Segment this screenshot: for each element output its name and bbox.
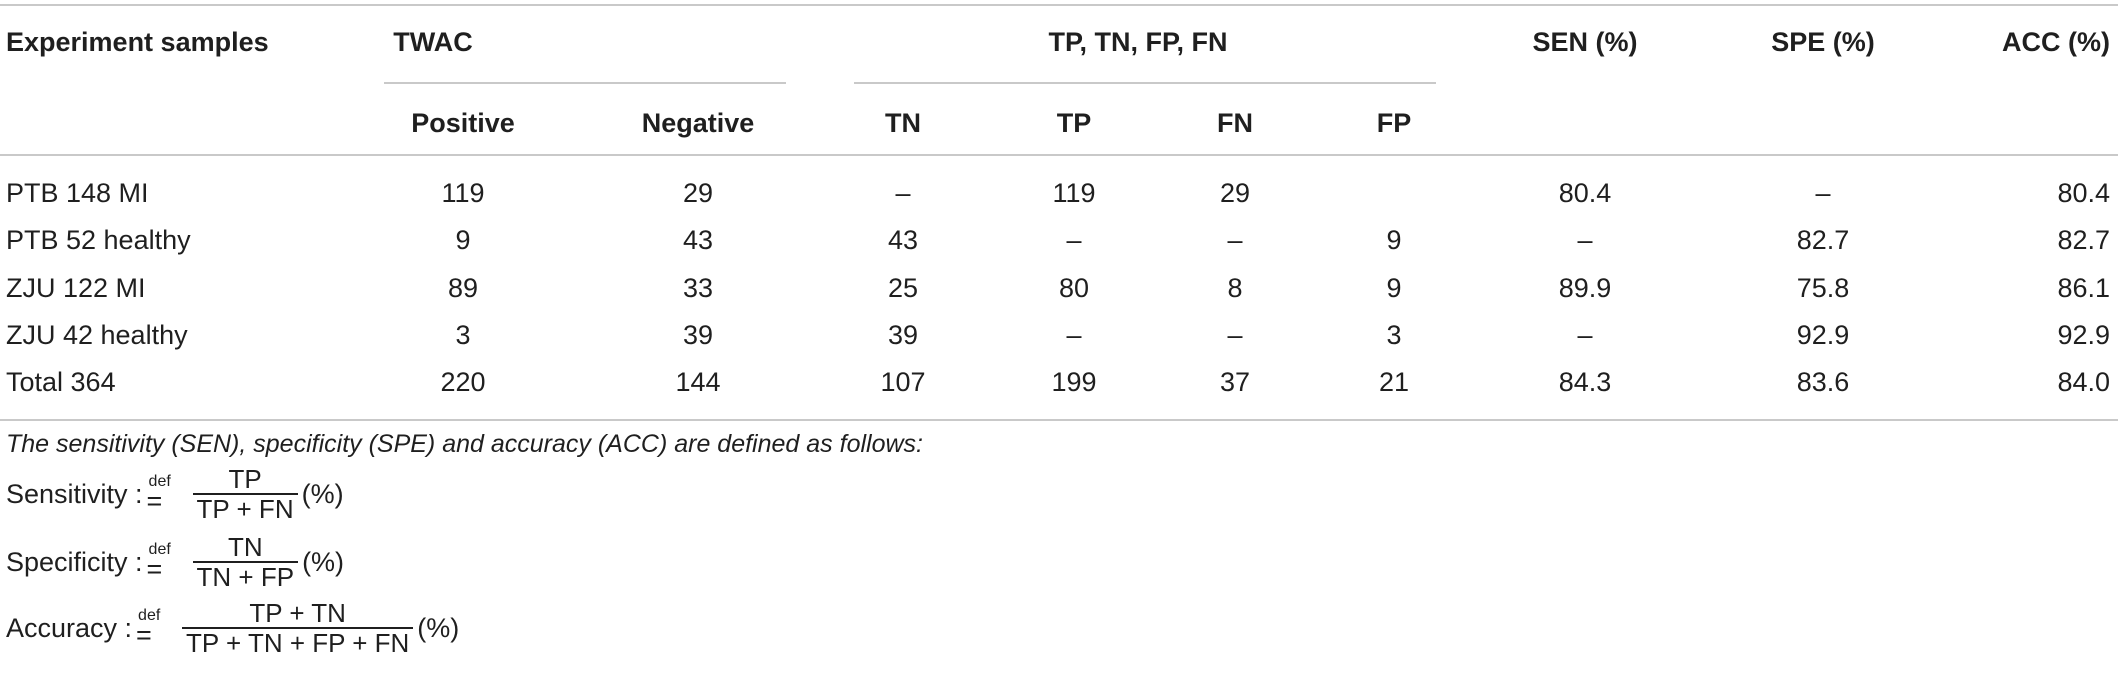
fraction: TP TP + FN — [192, 464, 298, 524]
cell-positive: 220 — [440, 367, 486, 397]
cell-tn: 107 — [880, 367, 926, 397]
formula-label: Specificity : — [6, 546, 143, 577]
cell-tp: 119 — [1052, 178, 1096, 208]
numerator: TP + TN — [249, 598, 346, 628]
cell-spe: 83.6 — [1796, 367, 1850, 397]
cell-positive: 9 — [455, 225, 471, 255]
cell-fp: 9 — [1386, 273, 1402, 303]
cell-acc: 92.9 — [2057, 320, 2110, 350]
header-sen: SEN (%) — [1532, 27, 1638, 57]
formula-specificity: Specificity : def = TN TN + FP (%) — [6, 532, 345, 592]
cell-positive: 3 — [455, 320, 471, 350]
cell-tn: – — [895, 178, 911, 208]
cell-tp: – — [1066, 225, 1082, 255]
cell-sample: ZJU 42 healthy — [6, 320, 188, 350]
cell-fp: 3 — [1386, 320, 1402, 350]
cell-fp: 21 — [1378, 367, 1410, 397]
header-acc: ACC (%) — [2002, 27, 2110, 57]
def-equals-symbol: def = — [146, 541, 171, 585]
cell-fn: – — [1227, 320, 1243, 350]
header-tp-tn-fp-fn: TP, TN, FP, FN — [1048, 27, 1228, 57]
fraction-bar — [192, 493, 298, 495]
formula-sensitivity: Sensitivity : def = TP TP + FN (%) — [6, 464, 344, 524]
cell-fn: – — [1227, 225, 1243, 255]
formula-label: Sensitivity : — [6, 478, 143, 509]
header-twac: TWAC — [393, 27, 473, 57]
cell-sen: – — [1577, 225, 1593, 255]
fraction: TN TN + FP — [192, 532, 299, 592]
cell-tn: 43 — [887, 225, 919, 255]
cell-acc: 82.7 — [2057, 225, 2110, 255]
unit: (%) — [302, 546, 345, 577]
cell-spe: – — [1815, 178, 1831, 208]
fraction-bar — [182, 627, 414, 629]
cell-positive: 89 — [447, 273, 479, 303]
cell-tp: – — [1066, 320, 1082, 350]
table-bottom-rule — [0, 419, 2118, 421]
formula-label: Accuracy : — [6, 612, 133, 643]
cell-tp: 80 — [1058, 273, 1090, 303]
header-positive: Positive — [411, 108, 515, 138]
cell-negative: 33 — [682, 273, 714, 303]
cell-sample: PTB 148 MI — [6, 178, 149, 208]
cell-fn: 37 — [1219, 367, 1251, 397]
denominator: TP + FN — [196, 494, 294, 524]
cell-positive: 119 — [441, 178, 485, 208]
cell-sample: Total 364 — [6, 367, 116, 397]
header-tp: TP — [1056, 108, 1092, 138]
cell-sen: – — [1577, 320, 1593, 350]
cell-acc: 86.1 — [2057, 273, 2110, 303]
cell-fp: 9 — [1386, 225, 1402, 255]
header-negative: Negative — [641, 108, 755, 138]
cell-spe: 75.8 — [1796, 273, 1850, 303]
cell-fn: 8 — [1227, 273, 1243, 303]
cell-tn: 39 — [887, 320, 919, 350]
cell-sen: 84.3 — [1558, 367, 1612, 397]
counts-subheader-rule — [854, 82, 1436, 84]
cell-negative: 144 — [675, 367, 721, 397]
cell-sample: PTB 52 healthy — [6, 225, 191, 255]
cell-sen: 89.9 — [1558, 273, 1612, 303]
numerator: TN — [227, 532, 263, 562]
fraction: TP + TN TP + TN + FP + FN — [182, 598, 414, 658]
denominator: TP + TN + FP + FN — [186, 628, 410, 658]
numerator: TP — [228, 464, 262, 494]
cell-spe: 82.7 — [1796, 225, 1850, 255]
denominator: TN + FP — [196, 562, 295, 592]
fraction-bar — [192, 561, 299, 563]
cell-sample: ZJU 122 MI — [6, 273, 146, 303]
table-top-rule — [0, 4, 2118, 6]
cell-acc: 84.0 — [2057, 367, 2110, 397]
cell-negative: 39 — [682, 320, 714, 350]
cell-negative: 43 — [682, 225, 714, 255]
header-tn: TN — [885, 108, 921, 138]
def-equals-symbol: def = — [136, 607, 161, 651]
cell-tn: 25 — [887, 273, 919, 303]
unit: (%) — [301, 478, 344, 509]
formula-accuracy: Accuracy : def = TP + TN TP + TN + FP + F… — [6, 598, 460, 658]
cell-fn: 29 — [1219, 178, 1251, 208]
cell-spe: 92.9 — [1796, 320, 1850, 350]
twac-subheader-rule — [384, 82, 786, 84]
header-fp: FP — [1376, 108, 1412, 138]
table-footnote: The sensitivity (SEN), specificity (SPE)… — [6, 430, 923, 458]
header-experiment-samples: Experiment samples — [6, 27, 269, 57]
header-fn: FN — [1217, 108, 1253, 138]
header-spe: SPE (%) — [1771, 27, 1875, 57]
def-equals-symbol: def = — [146, 473, 171, 517]
cell-sen: 80.4 — [1558, 178, 1612, 208]
cell-negative: 29 — [682, 178, 714, 208]
cell-tp: 199 — [1051, 367, 1097, 397]
header-bottom-rule — [0, 154, 2118, 156]
cell-acc: 80.4 — [2057, 178, 2110, 208]
unit: (%) — [417, 612, 460, 643]
